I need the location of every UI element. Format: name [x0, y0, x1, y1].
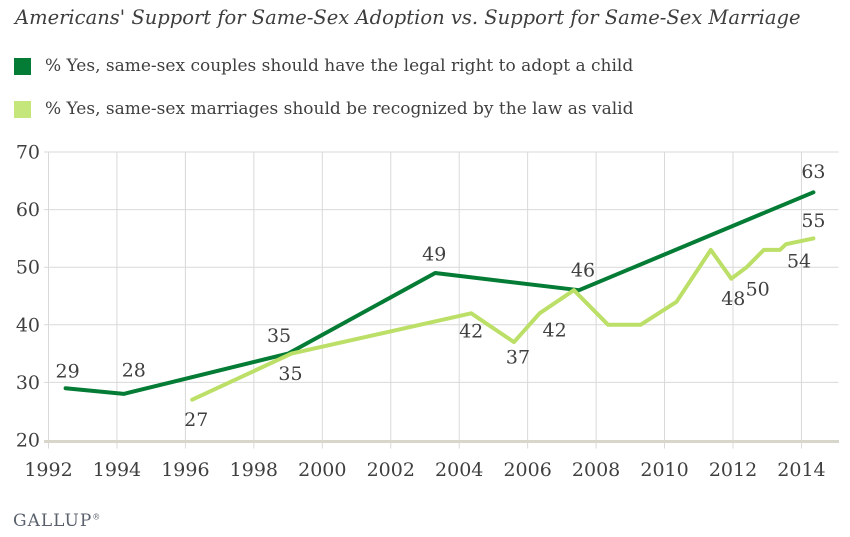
gallup-logo: GALLUP® [13, 511, 101, 531]
x-tick-label-1996: 1996 [161, 459, 209, 481]
legend-label-marriage: % Yes, same-sex marriages should be reco… [45, 99, 634, 119]
series-line-1 [190, 236, 816, 402]
y-tick-label-60: 60 [16, 199, 40, 221]
point-label-42: 42 [543, 320, 567, 342]
point-label-54: 54 [787, 251, 811, 273]
series-line-0 [63, 190, 816, 396]
point-label-35: 35 [267, 325, 291, 347]
point-label-49: 49 [422, 243, 446, 265]
point-label-29: 29 [56, 361, 80, 383]
point-label-35: 35 [278, 363, 302, 385]
point-label-46: 46 [571, 260, 595, 282]
registered-mark: ® [92, 512, 101, 522]
point-label-37: 37 [506, 347, 530, 369]
point-label-50: 50 [746, 279, 770, 301]
point-label-55: 55 [801, 210, 825, 232]
x-tick-label-2014: 2014 [777, 459, 825, 481]
legend-item-marriage: % Yes, same-sex marriages should be reco… [14, 99, 633, 119]
point-label-63: 63 [801, 161, 825, 183]
y-tick-label-20: 20 [16, 429, 40, 451]
y-tick-label-50: 50 [16, 257, 40, 279]
x-tick-label-1992: 1992 [24, 459, 72, 481]
point-label-28: 28 [122, 359, 146, 381]
legend-swatch-adoption-icon [14, 57, 31, 75]
x-tick-label-2002: 2002 [367, 459, 415, 481]
chart-title: Americans' Support for Same-Sex Adoption… [15, 6, 801, 29]
legend-label-adoption: % Yes, same-sex couples should have the … [45, 56, 634, 76]
legend-swatch-marriage-icon [14, 100, 31, 118]
x-tick-label-2010: 2010 [640, 459, 688, 481]
point-label-42: 42 [459, 321, 483, 343]
x-tick-label-2008: 2008 [572, 459, 620, 481]
y-tick-label-40: 40 [16, 314, 40, 336]
x-tick-label-2004: 2004 [435, 459, 483, 481]
x-tick-label-2000: 2000 [298, 459, 346, 481]
x-tick-label-2006: 2006 [503, 459, 551, 481]
point-label-48: 48 [721, 288, 745, 310]
x-tick-label-2012: 2012 [709, 459, 757, 481]
y-tick-label-30: 30 [16, 372, 40, 394]
legend-item-adoption: % Yes, same-sex couples should have the … [14, 56, 633, 76]
y-tick-label-70: 70 [16, 141, 40, 163]
x-tick-label-1994: 1994 [93, 459, 141, 481]
x-tick-label-1998: 1998 [230, 459, 278, 481]
point-label-27: 27 [184, 409, 208, 431]
